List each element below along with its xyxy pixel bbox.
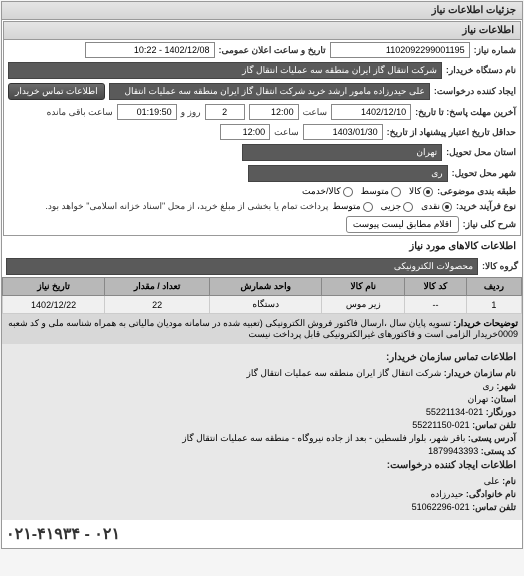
validity-label: حداقل تاریخ اعتبار پیشنهاد از تاریخ: — [387, 127, 516, 138]
overall-label: شرح کلی نیاز: — [463, 219, 516, 230]
creator-label: ایجاد کننده درخواست: — [434, 86, 516, 97]
radio-service[interactable]: متوسط — [361, 186, 401, 197]
fax-value: 021-55221134 — [426, 407, 483, 417]
contact-button[interactable]: اطلاعات تماس خریدار — [8, 83, 105, 100]
need-info-panel: اطلاعات نیاز شماره نیاز: 110209229900119… — [3, 21, 521, 236]
time-label-2: ساعت — [274, 127, 299, 138]
lastname-value: حیدرزاده — [430, 489, 463, 499]
datetime-label: تاریخ و ساعت اعلان عمومی: — [219, 45, 326, 56]
col-qty: تعداد / مقدار — [105, 278, 210, 296]
group-label: گروه کالا: — [482, 261, 518, 272]
radio-mid[interactable]: متوسط — [332, 201, 372, 212]
contact-title: اطلاعات تماس سازمان خریدار: — [8, 350, 516, 367]
radio-both[interactable]: کالا/خدمت — [302, 186, 353, 197]
col-code: کد کالا — [405, 278, 467, 296]
cell-qty: 22 — [105, 296, 210, 314]
deadline-remain: 01:19:50 — [117, 104, 177, 120]
main-panel: جزئیات اطلاعات نیاز اطلاعات نیاز شماره ن… — [1, 1, 523, 549]
address-value: باقر شهر، بلوار فلسطین - بعد از جاده نیر… — [182, 433, 465, 443]
need-info-header: اطلاعات نیاز — [4, 22, 520, 40]
address-label: آدرس پستی: — [468, 433, 516, 443]
phone2-label: تلفن تماس: — [472, 502, 516, 512]
contact-section: اطلاعات تماس سازمان خریدار: نام سازمان خ… — [2, 344, 522, 520]
city-label: شهر محل تحویل: — [452, 168, 516, 179]
radio-goods[interactable]: کالا — [409, 186, 433, 197]
validity-date: 1403/01/30 — [303, 124, 383, 140]
col-name: نام کالا — [322, 278, 405, 296]
cell-code: -- — [405, 296, 467, 314]
creator-field: علی حیدرزاده مامور ارشد خرید شرکت انتقال… — [109, 83, 430, 100]
table-header-row: ردیف کد کالا نام کالا واحد شمارش تعداد /… — [3, 278, 522, 296]
footer-phone: ۰۲۱-۴۱۹۳۴ - ۰۲۱ — [2, 520, 522, 548]
req-creator-title: اطلاعات ایجاد کننده درخواست: — [8, 458, 516, 475]
buyer-field: شرکت انتقال گاز ایران منطقه سه عملیات ان… — [8, 62, 442, 79]
cell-date: 1402/12/22 — [3, 296, 105, 314]
phone2-value: 021-51062296 — [412, 502, 470, 512]
payment-label: نوع فرآیند خرید: — [456, 201, 516, 212]
deadline-label: آخرین مهلت پاسخ: تا تاریخ: — [415, 107, 516, 118]
time-label-1: ساعت — [303, 107, 328, 118]
deadline-date: 1402/12/10 — [331, 104, 411, 120]
contact-city-label: شهر: — [496, 381, 516, 391]
group-field: محصولات الکترونیکی — [6, 258, 478, 275]
contact-province-label: استان: — [491, 394, 516, 404]
radio-part[interactable]: جزیی — [381, 201, 414, 212]
cell-name: زیر موس — [322, 296, 405, 314]
note-label: توضیحات خریدار: — [453, 318, 518, 328]
province-label: استان محل تحویل: — [446, 147, 516, 158]
note-text: تسویه پایان سال ،ارسال فاکتور فروش الکتر… — [8, 318, 518, 339]
name-label: نام: — [502, 476, 516, 486]
phone-value: 021-55221150 — [412, 420, 469, 430]
goods-title: اطلاعات کالاهای مورد نیاز — [2, 237, 522, 256]
postal-label: کد پستی: — [481, 446, 516, 456]
col-date: تاریخ نیاز — [3, 278, 105, 296]
province-field: تهران — [242, 144, 442, 161]
number-field: 1102092299001195 — [330, 42, 470, 58]
contact-city: ری — [482, 381, 493, 391]
org-label: نام سازمان خریدار: — [444, 368, 516, 378]
category-radios: کالا متوسط کالا/خدمت — [302, 186, 433, 197]
postal-value: 1879943393 — [428, 446, 478, 456]
goods-table: ردیف کد کالا نام کالا واحد شمارش تعداد /… — [2, 277, 522, 314]
org-value: شرکت انتقال گاز ایران منطقه سه عملیات ان… — [247, 368, 442, 378]
overall-button[interactable]: اقلام مطابق لیست پیوست — [346, 216, 459, 233]
buyer-note-row: توضیحات خریدار: تسویه پایان سال ،ارسال ف… — [2, 314, 522, 344]
city-field: ری — [248, 165, 448, 182]
number-label: شماره نیاز: — [474, 45, 516, 56]
remain-label: ساعت باقی مانده — [47, 107, 113, 118]
cell-row: 1 — [466, 296, 521, 314]
col-unit: واحد شمارش — [210, 278, 322, 296]
col-row: ردیف — [466, 278, 521, 296]
buyer-label: نام دستگاه خریدار: — [446, 65, 516, 76]
cell-unit: دستگاه — [210, 296, 322, 314]
days-label: روز و — [181, 107, 201, 118]
payment-radios: نقدی جزیی متوسط — [332, 201, 452, 212]
payment-note: پرداخت تمام یا بخشی از مبلغ خرید، از محل… — [8, 201, 328, 212]
validity-time: 12:00 — [220, 124, 270, 140]
radio-cash[interactable]: نقدی — [421, 201, 452, 212]
category-label: طبقه بندی موضوعی: — [437, 186, 516, 197]
fax-label: دورنگار: — [486, 407, 516, 417]
table-row: 1 -- زیر موس دستگاه 22 1402/12/22 — [3, 296, 522, 314]
deadline-time: 12:00 — [249, 104, 299, 120]
phone-label: تلفن تماس: — [472, 420, 516, 430]
contact-province: تهران — [468, 394, 489, 404]
lastname-label: نام خانوادگی: — [466, 489, 516, 499]
main-header: جزئیات اطلاعات نیاز — [2, 2, 522, 20]
name-value: علی — [484, 476, 500, 486]
deadline-counter: 2 — [205, 104, 245, 120]
datetime-field: 1402/12/08 - 10:22 — [85, 42, 215, 58]
